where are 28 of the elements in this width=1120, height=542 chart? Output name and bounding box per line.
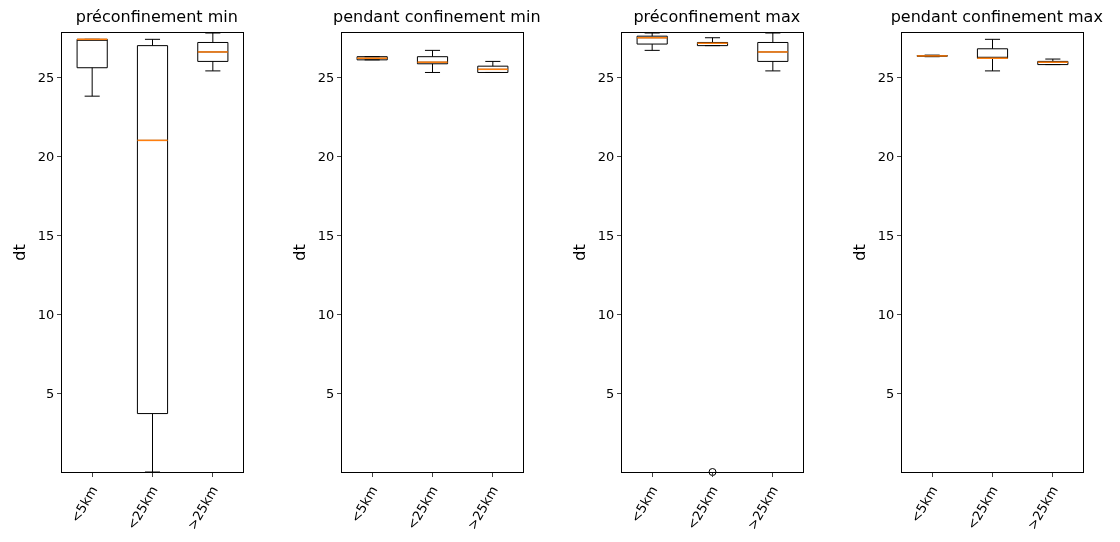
y-tick-label: 5 (326, 385, 335, 401)
y-axis-title: dt (9, 244, 29, 261)
y-tick-label: 15 (317, 227, 335, 243)
y-tick-label: 10 (597, 306, 615, 322)
y-tick-label: 5 (606, 385, 615, 401)
chart-title: préconfinement min (75, 6, 238, 26)
y-tick-label: 20 (317, 148, 335, 164)
y-tick-label: 10 (877, 306, 895, 322)
chart-title: pendant confinement max (890, 6, 1103, 26)
y-tick-label: 20 (37, 148, 55, 164)
y-tick-label: 5 (46, 385, 55, 401)
y-axis-title: dt (849, 244, 869, 261)
y-tick-label: 20 (597, 148, 615, 164)
y-tick-label: 25 (317, 69, 335, 85)
y-tick-label: 25 (597, 69, 615, 85)
y-tick-label: 5 (886, 385, 895, 401)
chart-title: pendant confinement min (333, 6, 541, 26)
y-tick-label: 15 (597, 227, 615, 243)
y-tick-label: 15 (877, 227, 895, 243)
y-axis-title: dt (569, 244, 589, 261)
y-tick-label: 15 (37, 227, 55, 243)
y-tick-label: 25 (877, 69, 895, 85)
y-tick-label: 10 (317, 306, 335, 322)
y-axis-title: dt (289, 244, 309, 261)
y-tick-label: 25 (37, 69, 55, 85)
y-tick-label: 20 (877, 148, 895, 164)
chart-title: préconfinement max (633, 6, 801, 26)
y-tick-label: 10 (37, 306, 55, 322)
